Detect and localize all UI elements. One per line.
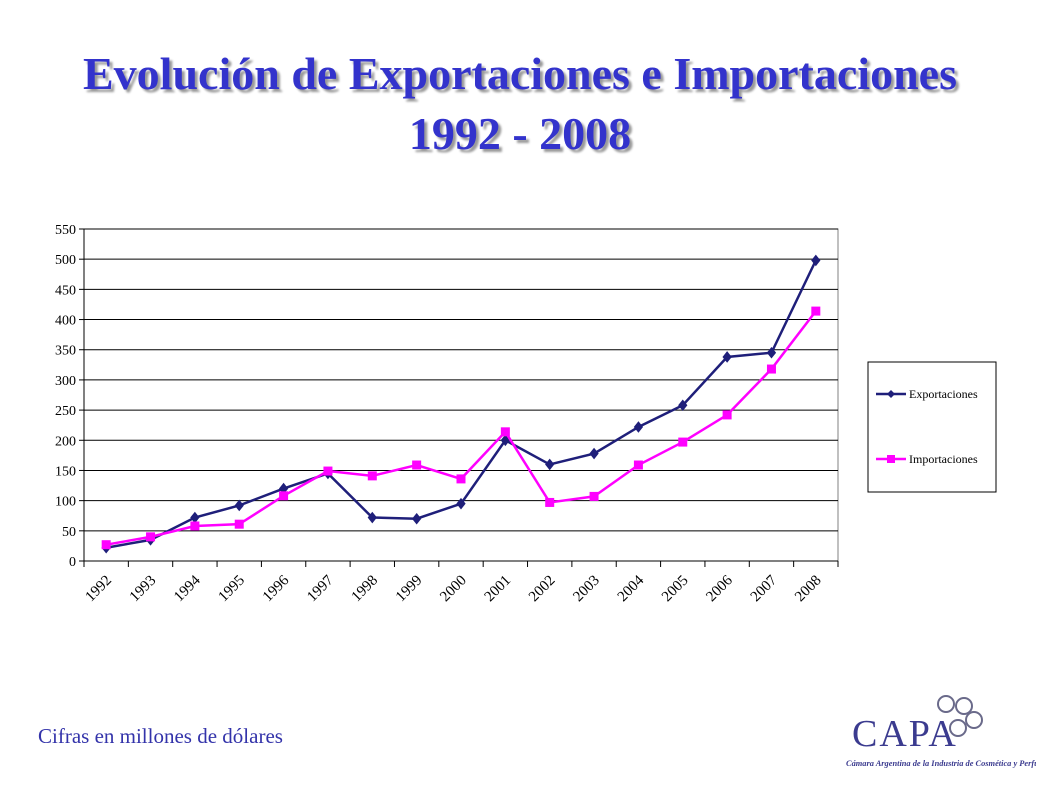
- y-tick-label: 50: [62, 525, 76, 540]
- data-point-importaciones: [234, 519, 244, 529]
- data-point-importaciones: [367, 471, 377, 481]
- y-tick-label: 350: [55, 344, 76, 359]
- y-tick-label: 200: [55, 434, 76, 449]
- x-tick-label: 2004: [615, 572, 648, 605]
- data-point-exportaciones: [234, 499, 244, 512]
- y-tick-label: 400: [55, 314, 76, 329]
- data-point-importaciones: [456, 474, 466, 484]
- x-tick-label: 2007: [748, 572, 781, 605]
- data-point-importaciones: [323, 466, 333, 476]
- data-point-importaciones: [766, 364, 776, 374]
- logo-wordmark: CAPA: [852, 713, 958, 755]
- data-point-exportaciones: [811, 254, 821, 267]
- data-point-exportaciones: [412, 512, 422, 525]
- data-point-importaciones: [545, 497, 555, 507]
- chart-title-line-1: Evolución de Exportaciones e Importacion…: [83, 48, 957, 99]
- legend-box: [867, 361, 997, 493]
- data-point-exportaciones: [678, 399, 688, 412]
- data-point-importaciones: [146, 532, 156, 542]
- data-point-importaciones: [811, 306, 821, 316]
- x-tick-label: 1998: [349, 573, 382, 606]
- data-point-exportaciones: [766, 346, 777, 359]
- x-tick-label: 1996: [260, 572, 293, 605]
- logo-subtitle: Cámara Argentina de la Industria de Cosm…: [846, 759, 1036, 768]
- data-point-exportaciones: [190, 511, 200, 524]
- x-tick-label: 1995: [216, 573, 249, 606]
- x-tick-label: 1999: [393, 573, 426, 606]
- x-tick-label: 1994: [171, 572, 204, 605]
- data-point-importaciones: [190, 521, 200, 531]
- data-point-importaciones: [412, 460, 422, 470]
- gridlines: [83, 228, 839, 562]
- data-point-importaciones: [279, 491, 289, 501]
- x-tick-label: 2003: [570, 573, 603, 606]
- legend: Exportaciones Importaciones: [867, 361, 997, 493]
- data-point-exportaciones: [545, 458, 555, 471]
- y-tick-label: 550: [55, 223, 76, 238]
- data-point-exportaciones: [633, 421, 644, 433]
- legend-label: Importaciones: [909, 452, 978, 466]
- series-layer: [101, 254, 821, 554]
- x-tick-label: 2008: [792, 573, 825, 606]
- data-point-exportaciones: [456, 497, 466, 510]
- y-tick-label: 0: [69, 555, 76, 570]
- y-tick-label: 250: [55, 404, 76, 419]
- x-tick-label: 1997: [304, 572, 337, 605]
- data-point-importaciones: [101, 540, 111, 550]
- units-note: Cifras en millones de dólares: [38, 724, 283, 748]
- y-tick-label: 150: [55, 464, 76, 479]
- x-tick-label: 1993: [127, 573, 160, 606]
- flower-logo-icon: [937, 695, 983, 737]
- data-point-exportaciones: [500, 434, 510, 447]
- data-point-exportaciones: [722, 351, 732, 363]
- series-line-importaciones: [105, 310, 817, 546]
- data-point-exportaciones: [589, 447, 599, 460]
- data-point-exportaciones: [367, 511, 377, 524]
- x-tick-label: 2002: [526, 573, 559, 606]
- y-tick-label: 450: [55, 283, 76, 298]
- data-point-importaciones: [678, 437, 688, 447]
- x-tick-label: 2005: [659, 573, 692, 606]
- data-point-importaciones: [589, 491, 599, 501]
- y-tick-label: 100: [55, 495, 76, 510]
- chart-title-line-2: 1992 - 2008: [408, 108, 632, 159]
- legend-label: Exportaciones: [909, 387, 978, 401]
- x-tick-label: 2001: [482, 573, 515, 606]
- plot-area: [83, 228, 839, 562]
- x-tick-label: 2000: [437, 573, 470, 606]
- capa-logo: CAPA Cámara Argentina de la Industria de…: [846, 695, 1036, 768]
- axes: 0 50 100 150 200 250 300 350 400 450 500 550 1992 199…: [55, 223, 839, 606]
- data-point-importaciones: [500, 427, 510, 437]
- legend-marker-diamond: [887, 390, 895, 398]
- y-tick-label: 300: [55, 374, 76, 389]
- x-tick-label: 2006: [703, 572, 736, 605]
- y-tick-label: 500: [55, 253, 76, 268]
- x-tick-label: 1992: [82, 573, 115, 606]
- legend-marker-square: [887, 455, 895, 463]
- data-point-importaciones: [722, 410, 732, 420]
- data-point-importaciones: [633, 460, 643, 470]
